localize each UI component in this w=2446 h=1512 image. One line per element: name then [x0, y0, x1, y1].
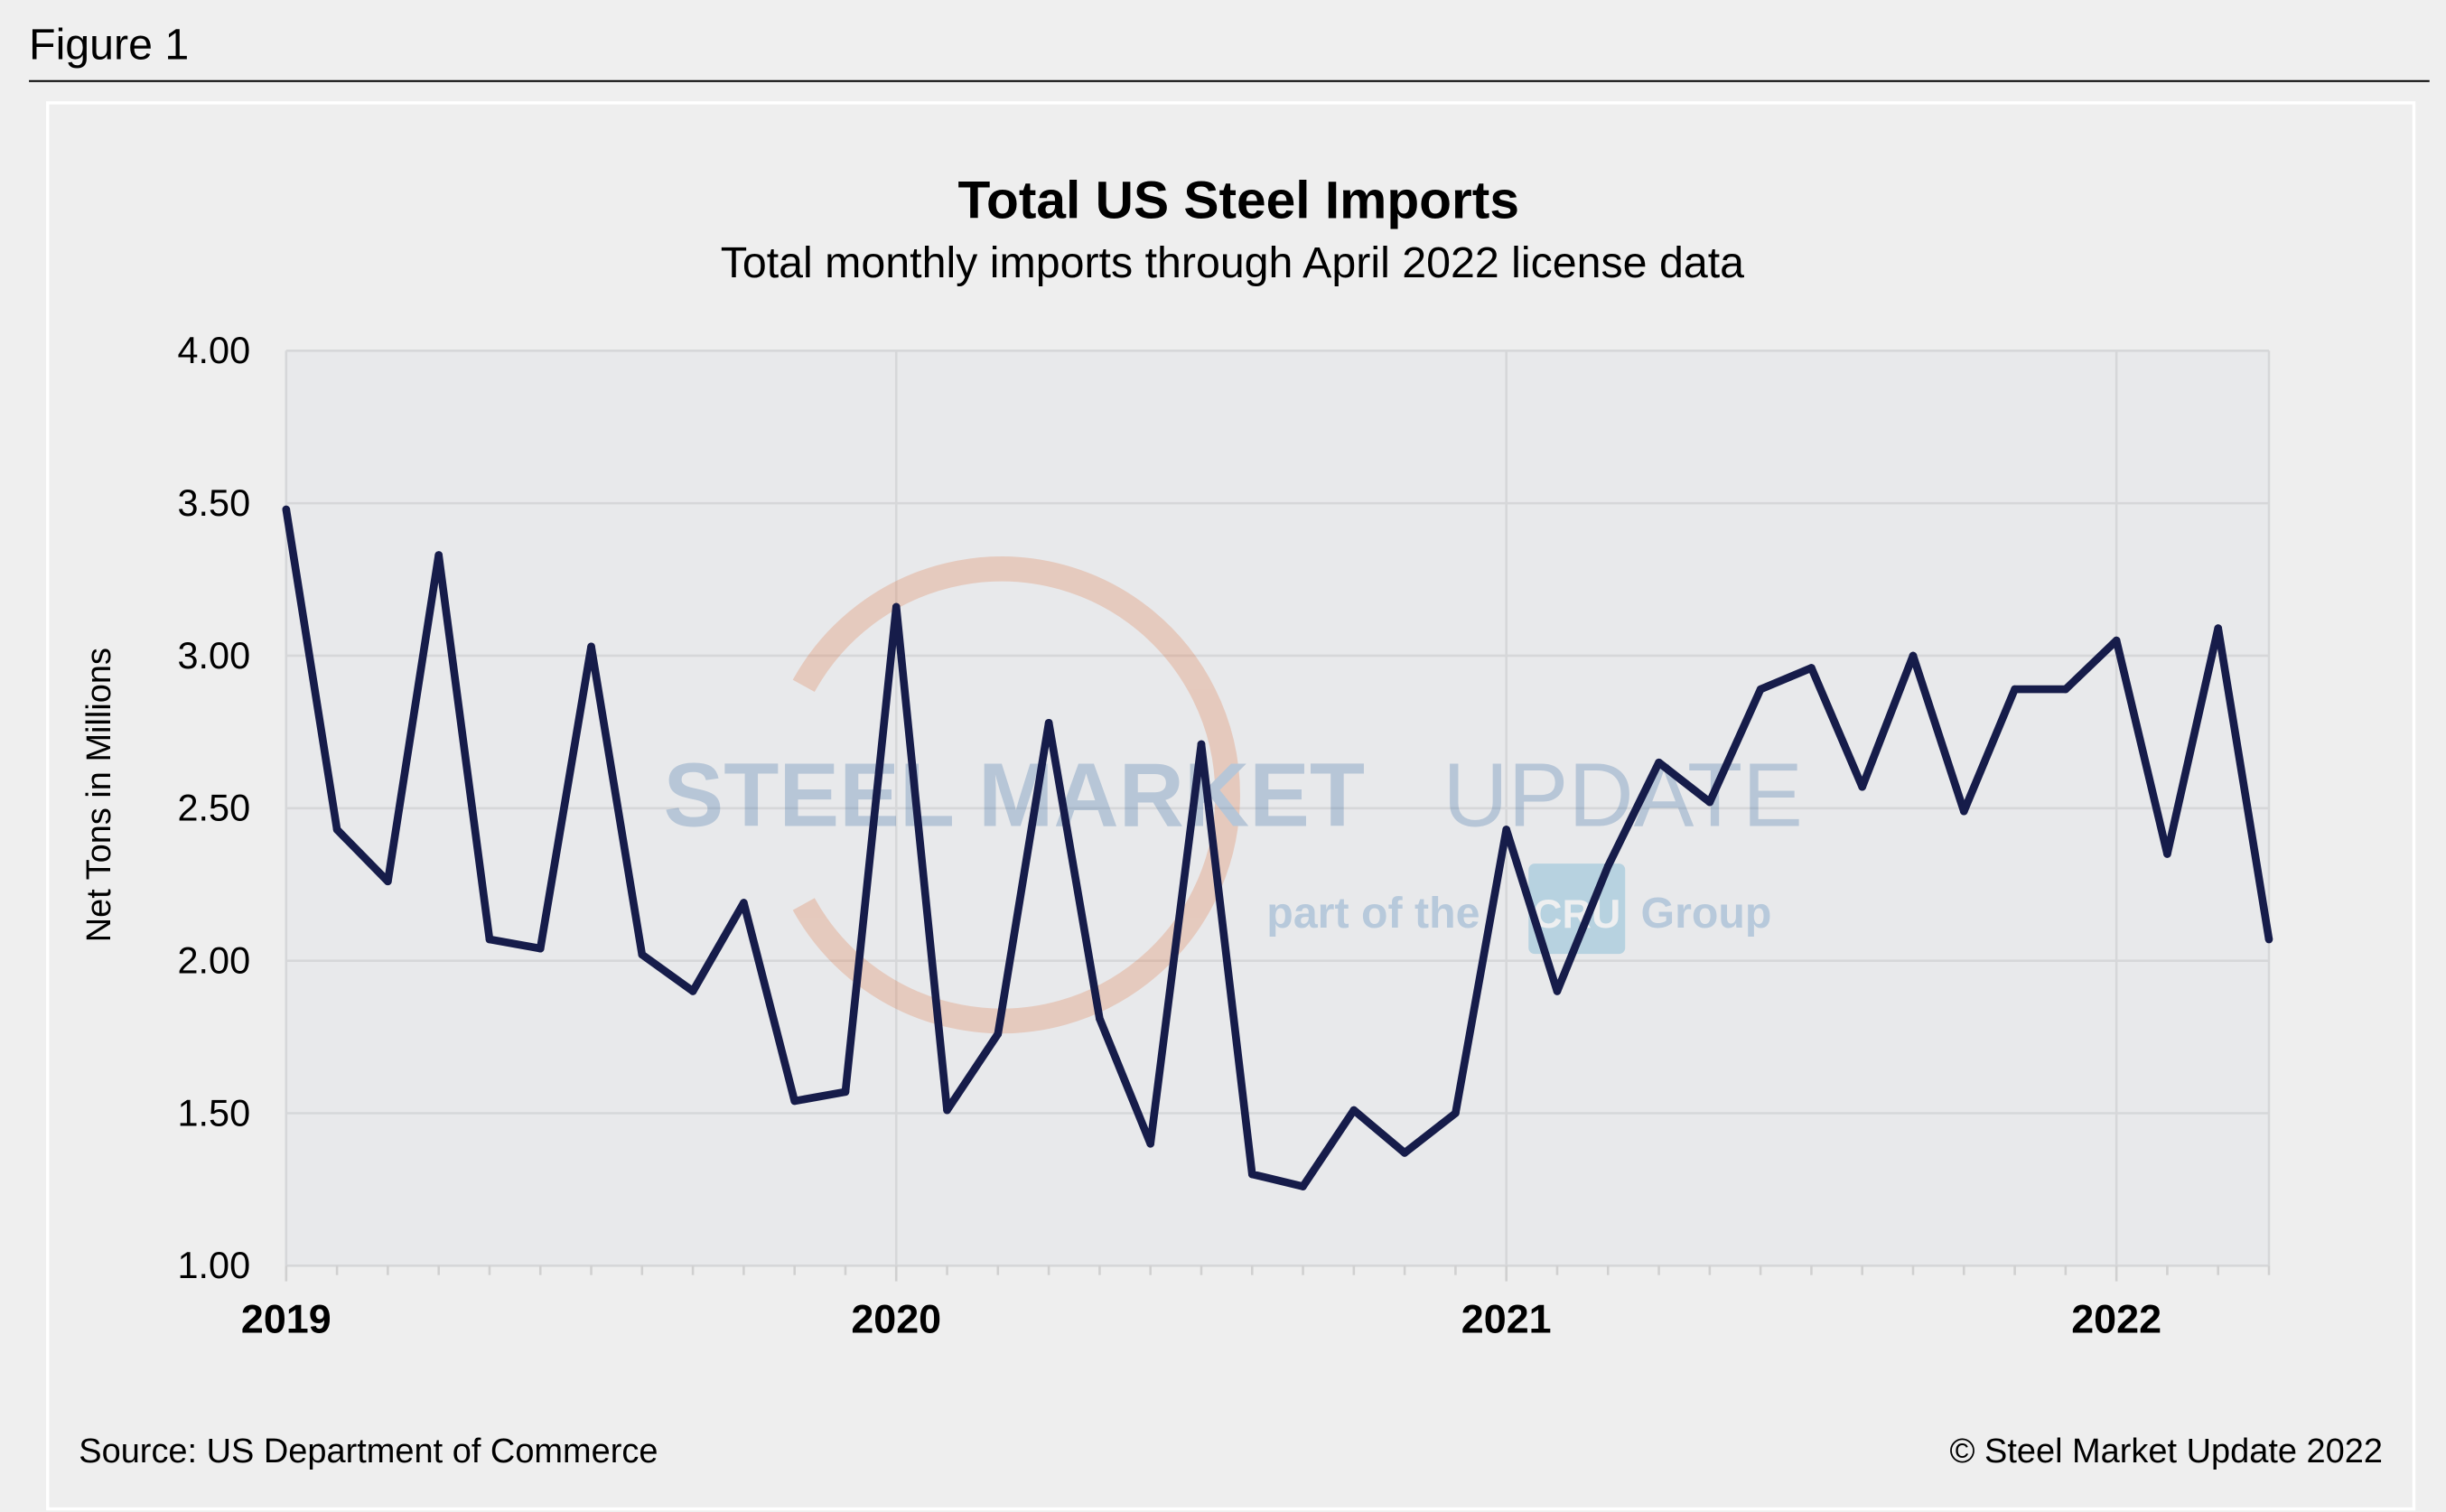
data-point	[1349, 1106, 1358, 1115]
data-point	[587, 642, 595, 651]
data-point	[1146, 1139, 1154, 1148]
data-point	[1603, 862, 1612, 871]
watermark-text-part: part of the	[1266, 889, 1480, 938]
watermark-logo: STEEL MARKET UPDATE part of the CRU Grou…	[663, 556, 1803, 1034]
data-point	[2214, 624, 2223, 632]
data-point	[1909, 651, 1918, 660]
data-point	[892, 602, 901, 611]
data-point	[1197, 740, 1206, 749]
imports-line	[282, 509, 2273, 1190]
data-point	[434, 551, 443, 559]
data-point	[1247, 1170, 1256, 1179]
data-point	[638, 950, 647, 959]
data-point	[1400, 1149, 1409, 1157]
y-tick-label: 1.00	[178, 1245, 251, 1286]
data-point	[384, 877, 392, 886]
data-point	[1756, 685, 1765, 694]
data-point	[1044, 718, 1053, 727]
data-point	[1096, 1014, 1104, 1023]
cru-logo-text: CRU	[1533, 891, 1620, 937]
data-point	[1299, 1182, 1307, 1190]
watermark-arc	[792, 556, 1240, 1034]
data-point	[2011, 685, 2019, 694]
chart-subtitle: Total monthly imports through April 2022…	[721, 238, 1744, 287]
data-point	[1959, 807, 1968, 816]
data-point	[841, 1087, 850, 1097]
y-tick-label: 2.00	[178, 939, 251, 981]
y-tick-label: 3.00	[178, 635, 251, 677]
data-point	[536, 944, 545, 953]
gridlines	[285, 350, 2271, 1282]
data-point	[1705, 798, 1714, 807]
x-tick-label: 2020	[851, 1296, 941, 1342]
data-point	[1452, 1109, 1460, 1117]
source-note: Source: US Department of Commerce	[79, 1433, 658, 1470]
y-axis-label: Net Tons in Millions	[80, 648, 118, 942]
data-point	[943, 1106, 951, 1115]
data-point	[2061, 685, 2070, 694]
data-point	[1502, 826, 1511, 834]
data-point	[1858, 782, 1867, 791]
data-point	[2112, 636, 2121, 645]
y-tick-label: 1.50	[178, 1092, 251, 1134]
watermark-text-group: Group	[1641, 889, 1772, 938]
data-point	[994, 1030, 1003, 1039]
data-point	[1553, 987, 1562, 995]
y-tick-label: 3.50	[178, 482, 251, 524]
watermark-text-bold: STEEL MARKET	[663, 745, 1365, 846]
data-point	[2163, 850, 2171, 858]
data-point	[790, 1097, 798, 1106]
data-point	[332, 826, 341, 834]
data-point	[1807, 664, 1816, 672]
y-tick-label: 2.50	[178, 788, 251, 829]
data-point	[688, 987, 697, 995]
data-point	[282, 505, 291, 514]
data-point	[1655, 758, 1663, 767]
data-point	[485, 935, 494, 944]
x-tick-label: 2019	[241, 1296, 331, 1342]
figure-label: Figure 1	[29, 21, 189, 70]
data-point	[740, 899, 748, 907]
copyright-note: © Steel Market Update 2022	[1950, 1433, 2383, 1470]
chart-title: Total US Steel Imports	[958, 172, 1519, 230]
x-tick-label: 2021	[1461, 1296, 1552, 1342]
x-tick-label: 2022	[2071, 1296, 2161, 1342]
y-tick-label: 4.00	[178, 330, 251, 371]
data-point	[2264, 935, 2273, 944]
